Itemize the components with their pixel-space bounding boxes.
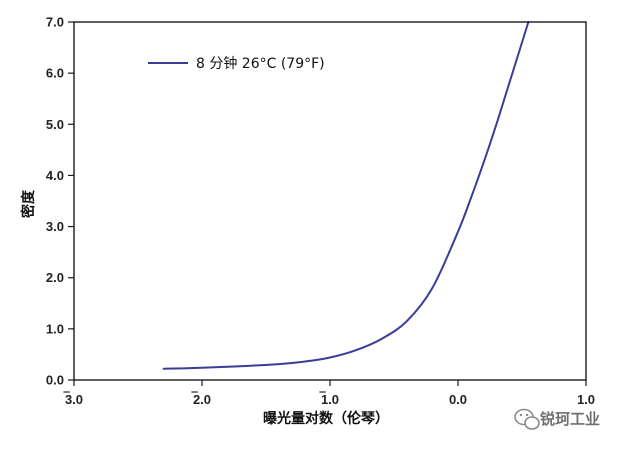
y-tick-label: 0.0 — [46, 373, 64, 388]
y-tick-label: 7.0 — [46, 15, 64, 30]
x-axis-title: 曝光量对数（伦琴） — [263, 410, 389, 427]
y-axis-title: 密度 — [20, 189, 37, 219]
y-tick-label: 2.0 — [46, 270, 64, 285]
y-axis-ticks: 0.0 1.0 2.0 3.0 4.0 5.0 6.0 7.0 — [46, 15, 74, 388]
x-tick-label: 2.0 — [193, 392, 211, 407]
y-tick-label: 5.0 — [46, 117, 64, 132]
x-tick-label: 1.0 — [577, 392, 595, 407]
watermark-text: 锐珂工业 — [540, 410, 600, 428]
legend: 8 分钟 26°C (79°F) — [148, 55, 325, 72]
y-tick-label: 4.0 — [46, 168, 64, 183]
plot-frame — [73, 21, 587, 381]
x-tick-label: 1.0 — [321, 392, 339, 407]
series-lines — [162, 21, 530, 370]
x-axis-ticks: 3.0 2.0 1.0 0.0 1.0 — [63, 380, 595, 407]
y-axis-title-group: 密度 — [20, 189, 37, 219]
y-tick-label: 3.0 — [46, 219, 64, 234]
y-tick-label: 1.0 — [46, 321, 64, 336]
y-tick-label: 6.0 — [46, 66, 64, 81]
x-tick-label: 0.0 — [449, 392, 467, 407]
legend-label: 8 分钟 26°C (79°F) — [196, 55, 325, 72]
wechat-icon — [514, 408, 540, 430]
x-tick-label: 3.0 — [65, 392, 83, 407]
watermark: 锐珂工业 — [514, 408, 600, 430]
series-line — [162, 21, 530, 370]
